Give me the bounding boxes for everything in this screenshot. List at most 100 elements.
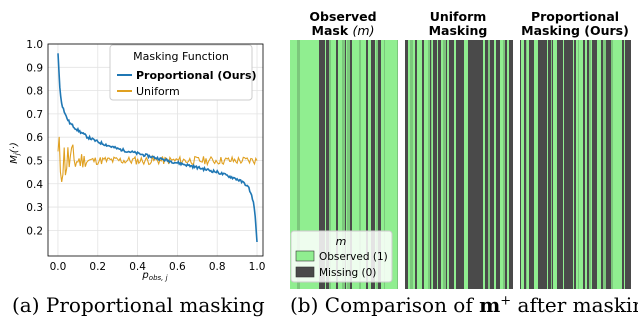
heatmap-stripe: [595, 40, 597, 289]
heatmap-stripe: [460, 40, 461, 289]
heatmap-stripe: [329, 40, 331, 289]
heatmap-stripe: [459, 40, 460, 289]
heatmap-stripe: [530, 40, 532, 289]
y-tick-label: 0.9: [26, 62, 43, 74]
y-tick-label: 1.0: [26, 39, 43, 51]
x-tick-label: 0.6: [169, 261, 186, 273]
heatmap-stripe: [461, 40, 464, 289]
series-proportional-line: [57, 53, 258, 243]
heatmap-stripe: [343, 40, 345, 289]
heatmap-stripe: [471, 40, 473, 289]
heatmap-stripe: [446, 40, 447, 289]
heatmap-stripe: [606, 40, 608, 289]
heatmap-stripe: [336, 40, 338, 289]
heatmap-stripe: [422, 40, 424, 289]
heatmap-stripe: [347, 40, 350, 289]
x-tick-label: 0.4: [129, 261, 146, 273]
heatmap-stripe: [373, 40, 375, 289]
series-uniform-line: [57, 136, 258, 182]
heatmap-stripe: [544, 40, 545, 289]
heatmap-stripe: [378, 40, 381, 289]
heatmap-stripe: [509, 40, 510, 289]
heatmap-stripe: [562, 40, 563, 289]
heatmap-stripe: [529, 40, 530, 289]
heatmap-stripe: [548, 40, 549, 289]
y-tick-label: 0.7: [26, 109, 43, 121]
heatmap-stripe: [503, 40, 505, 289]
heatmap-stripe: [297, 40, 300, 289]
heatmap-stripe: [552, 40, 553, 289]
heatmap-stripe: [438, 40, 441, 289]
y-tick-label: 0.8: [26, 86, 43, 98]
heatmap-stripe: [491, 40, 494, 289]
panel-title-observed-2: Mask (m): [312, 23, 375, 38]
heatmap-stripe: [626, 40, 629, 289]
heatmap-stripe: [574, 40, 575, 289]
heatmap-stripe: [532, 40, 534, 289]
heatmap-stripe: [405, 40, 408, 289]
heatmap-legend-title: m: [336, 235, 347, 248]
x-tick-label: 0.8: [209, 261, 226, 273]
heatmap-stripe: [476, 40, 478, 289]
heatmap-stripe: [473, 40, 476, 289]
heatmap-stripe: [371, 40, 373, 289]
heatmap-stripe: [410, 40, 413, 289]
heatmap-stripe: [449, 40, 451, 289]
caption-b-prefix: (b) Comparison of: [290, 293, 473, 317]
legend-swatch-missing: [295, 266, 315, 278]
heatmap-stripe: [397, 40, 398, 289]
heatmap-stripe: [376, 40, 378, 289]
panel-title-proportional-2: Masking (Ours): [521, 23, 629, 38]
heatmap-stripe: [345, 40, 346, 289]
heatmap-stripe: [350, 40, 352, 289]
heatmap-stripe: [430, 40, 431, 289]
heatmap-stripe: [319, 40, 322, 289]
heatmap-stripe: [520, 40, 521, 289]
heatmap-stripe: [486, 40, 488, 289]
heatmap-stripe: [603, 40, 606, 289]
heatmap-stripe: [629, 40, 630, 289]
heatmap-stripe: [510, 40, 513, 289]
legend-label-missing: Missing (0): [319, 267, 376, 279]
y-tick-label: 0.3: [26, 202, 43, 214]
heatmap-panel-3: [520, 40, 631, 289]
heatmap-stripe: [625, 40, 626, 289]
heatmap-stripe: [322, 40, 325, 289]
heatmap-stripe: [488, 40, 490, 289]
heatmap-stripe: [538, 40, 541, 289]
plot-frame: [47, 43, 264, 257]
heatmap-panel-2: [405, 40, 513, 289]
heatmap-stripe: [366, 40, 368, 289]
panel-title-uniform-2: Masking: [429, 23, 488, 38]
heatmap-stripe: [557, 40, 558, 289]
x-tick-label: 0.2: [89, 261, 106, 273]
heatmap-stripe: [575, 40, 576, 289]
heatmap-stripe: [545, 40, 547, 289]
caption-a: (a) Proportional masking: [12, 293, 265, 317]
y-tick-label: 0.2: [26, 225, 43, 237]
heatmap-stripe: [359, 40, 361, 289]
axis-ticks: 0.0 0.2 0.4 0.6 0.8 1.0 0.2 0.3 0.4 0.5 0.6 0.7 0.8 0…: [26, 39, 265, 273]
heatmap-stripe: [567, 40, 569, 289]
heatmap-stripe: [524, 40, 526, 289]
heatmap-stripe: [415, 40, 417, 289]
heatmap-stripe: [601, 40, 603, 289]
caption-b-sup: +: [500, 293, 512, 309]
heatmap-stripe: [564, 40, 567, 289]
legend-swatch-observed: [295, 250, 315, 262]
heatmap-stripe: [481, 40, 483, 289]
panel-titles: Observed Mask (m) Uniform Masking Propor…: [309, 9, 628, 38]
chart-series: [57, 53, 258, 243]
panel-title-observed-1: Observed: [309, 9, 376, 24]
heatmap-stripe: [451, 40, 454, 289]
heatmap-stripe: [549, 40, 551, 289]
heatmap-stripe: [558, 40, 560, 289]
heatmap-stripe: [478, 40, 479, 289]
heatmap-stripe: [551, 40, 552, 289]
caption-b: (b) Comparison of m+ after masking: [290, 293, 638, 317]
legend-title: Masking Function: [133, 50, 229, 63]
panel-title-proportional-1: Proportional: [531, 9, 619, 24]
heatmap-stripe: [496, 40, 499, 289]
y-tick-label: 0.6: [26, 132, 43, 144]
heatmap-stripe: [431, 40, 432, 289]
